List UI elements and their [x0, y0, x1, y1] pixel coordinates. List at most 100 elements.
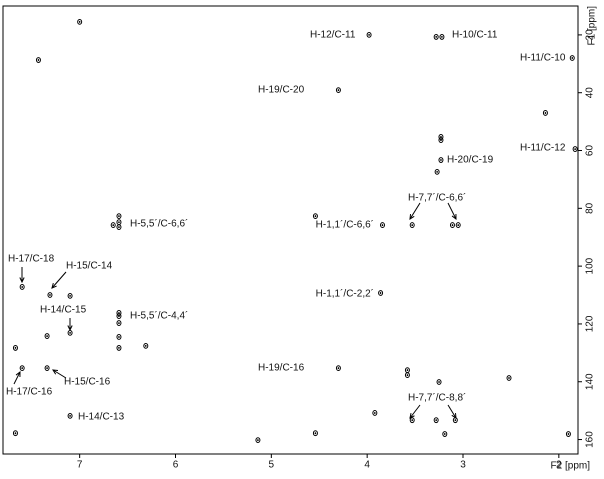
arrow-shaft [52, 369, 67, 379]
contour-peak [116, 213, 122, 220]
contour-core [69, 414, 71, 417]
contour-core [435, 35, 437, 38]
peak-annotation: H-1,1´/C-2,2´ [316, 288, 374, 300]
contour-core [78, 20, 81, 23]
arrow-shaft [409, 202, 421, 220]
contour-core [411, 419, 414, 422]
peak-annotation: H-14/C-13 [78, 412, 125, 423]
contour-peak [438, 137, 444, 144]
contour-peak [143, 343, 149, 349]
contour-peak [19, 284, 25, 290]
contour-peak [409, 222, 415, 228]
x-tick-label: 7 [77, 460, 83, 471]
contour-peak [44, 365, 50, 372]
contour-peak [67, 292, 73, 299]
contour-peak [378, 290, 384, 296]
contour-core [368, 33, 370, 36]
contour-core [440, 139, 442, 142]
contour-peak [439, 34, 445, 40]
contour-core [21, 367, 23, 370]
contour-core [571, 57, 574, 60]
contour-peak [565, 431, 571, 437]
contour-core [46, 335, 48, 338]
peak-annotation: H-15/C-16 [64, 377, 111, 388]
contour-core [118, 322, 120, 325]
peak-annotation: H-11/C-12 [520, 143, 566, 154]
peak-annotation: H-20/C-19 [447, 155, 494, 166]
contour-peak [44, 333, 50, 339]
y-axis-label: F1 [ppm] [587, 6, 598, 46]
arrow-head [15, 370, 21, 378]
contour-peak [366, 32, 372, 38]
y-tick-label: 120 [585, 315, 596, 332]
contour-peak [255, 437, 261, 444]
contour-core [574, 148, 576, 151]
contour-peak [372, 410, 378, 416]
contour-core [337, 89, 340, 92]
contour-core [118, 226, 120, 229]
contour-peak [312, 430, 318, 437]
peak-annotation: H-12/C-11 [310, 30, 356, 41]
contour-peak [438, 157, 444, 163]
contour-core [118, 315, 120, 318]
peak-annotation: H-1,1´/C-6,6´ [316, 219, 374, 231]
y-tick-label: 60 [585, 145, 596, 157]
contour-core [457, 224, 460, 227]
x-tick-label: 3 [460, 460, 466, 471]
contour-peak [12, 345, 18, 351]
contour-peak [449, 222, 455, 228]
y-tick-label: 100 [585, 257, 596, 274]
contour-core [438, 381, 440, 384]
contour-peak [77, 18, 83, 25]
arrow-head [409, 213, 415, 220]
contour-peak [572, 146, 578, 152]
peak-annotation: H-14/C-15 [40, 305, 87, 316]
contour-core [314, 432, 317, 435]
contour-core [14, 432, 17, 435]
contour-core [118, 221, 120, 224]
contour-core [112, 224, 115, 227]
contour-core [46, 367, 48, 370]
contour-core [411, 224, 414, 227]
contour-peak [433, 34, 439, 40]
y-tick-label: 40 [585, 87, 596, 99]
peak-annotation: H-11/C-10 [520, 53, 566, 64]
contour-peak [116, 224, 122, 231]
y-tick-label: 20 [585, 29, 596, 41]
arrow-shaft [51, 271, 67, 289]
contour-core [144, 344, 147, 347]
contour-core [118, 335, 120, 338]
peak-annotation: H-7,7´/C-6,6´ [408, 192, 466, 204]
arrow-head [451, 412, 457, 419]
x-tick-label: 6 [173, 460, 179, 471]
contour-core [406, 369, 409, 372]
contour-peak [116, 345, 122, 351]
contour-core [37, 59, 40, 62]
contour-core [454, 419, 457, 422]
peak-annotation: H-7,7´/C-8,8´ [408, 392, 466, 404]
contour-peak [35, 57, 41, 63]
contour-core [314, 215, 317, 218]
peak-annotation: H-5,5´/C-4,4´ [130, 310, 188, 322]
contour-peak [434, 169, 440, 175]
peak-annotation: H-15/C-14 [66, 261, 113, 272]
x-tick-label: 4 [364, 460, 370, 471]
x-tick-label: 5 [269, 460, 275, 471]
contour-core [443, 433, 446, 436]
contour-peak [404, 372, 410, 378]
contour-core [14, 346, 17, 349]
contour-core [441, 35, 443, 38]
contour-core [567, 433, 570, 436]
contour-core [381, 224, 384, 227]
contour-peak [380, 222, 385, 228]
contour-peak [19, 365, 25, 372]
arrow-head [67, 325, 73, 332]
contour-peak [433, 417, 439, 424]
contour-peak [442, 431, 448, 437]
peak-annotation: H-17/C-16 [6, 387, 53, 398]
arrow-shaft [13, 371, 21, 385]
contour-peak [335, 365, 341, 372]
contour-peak [542, 110, 548, 116]
arrow-head [51, 283, 57, 289]
